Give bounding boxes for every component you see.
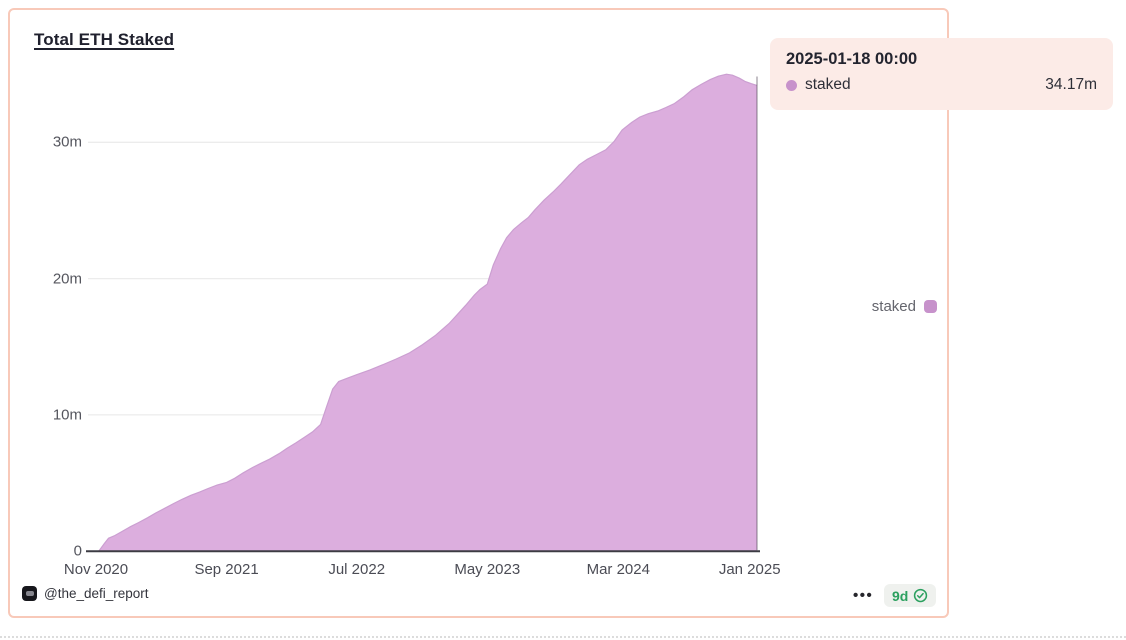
- tooltip-series-label: staked: [805, 76, 851, 94]
- tooltip-value: 34.17m: [1045, 76, 1097, 94]
- check-circle-icon: [913, 588, 928, 603]
- watermark: @the_defi_report: [22, 586, 149, 601]
- more-options-button[interactable]: •••: [853, 587, 873, 604]
- legend-item-staked[interactable]: staked: [790, 298, 937, 315]
- y-tick-label: 20m: [30, 270, 82, 287]
- author-handle: @the_defi_report: [44, 586, 149, 601]
- data-age-badge[interactable]: 9d: [884, 584, 936, 607]
- y-tick-label: 0: [30, 543, 82, 560]
- series-dot-icon: [786, 80, 797, 91]
- x-tick-label: Jan 2025: [719, 561, 781, 578]
- age-badge-label: 9d: [892, 588, 908, 604]
- x-tick-label: Nov 2020: [64, 561, 128, 578]
- tooltip-date: 2025-01-18 00:00: [786, 50, 1097, 69]
- legend-swatch-icon: [924, 300, 937, 313]
- area-series-staked: [99, 74, 757, 551]
- chart-tooltip: 2025-01-18 00:00 staked 34.17m: [770, 38, 1113, 110]
- x-tick-label: Mar 2024: [587, 561, 650, 578]
- x-tick-label: Jul 2022: [328, 561, 385, 578]
- defi-report-logo-icon: [22, 586, 37, 601]
- page-divider: [0, 636, 1126, 638]
- y-tick-label: 10m: [30, 406, 82, 423]
- tooltip-row: staked 34.17m: [786, 76, 1097, 94]
- x-tick-label: Sep 2021: [194, 561, 258, 578]
- x-tick-label: May 2023: [454, 561, 520, 578]
- y-tick-label: 30m: [30, 134, 82, 151]
- legend-label: staked: [872, 298, 916, 315]
